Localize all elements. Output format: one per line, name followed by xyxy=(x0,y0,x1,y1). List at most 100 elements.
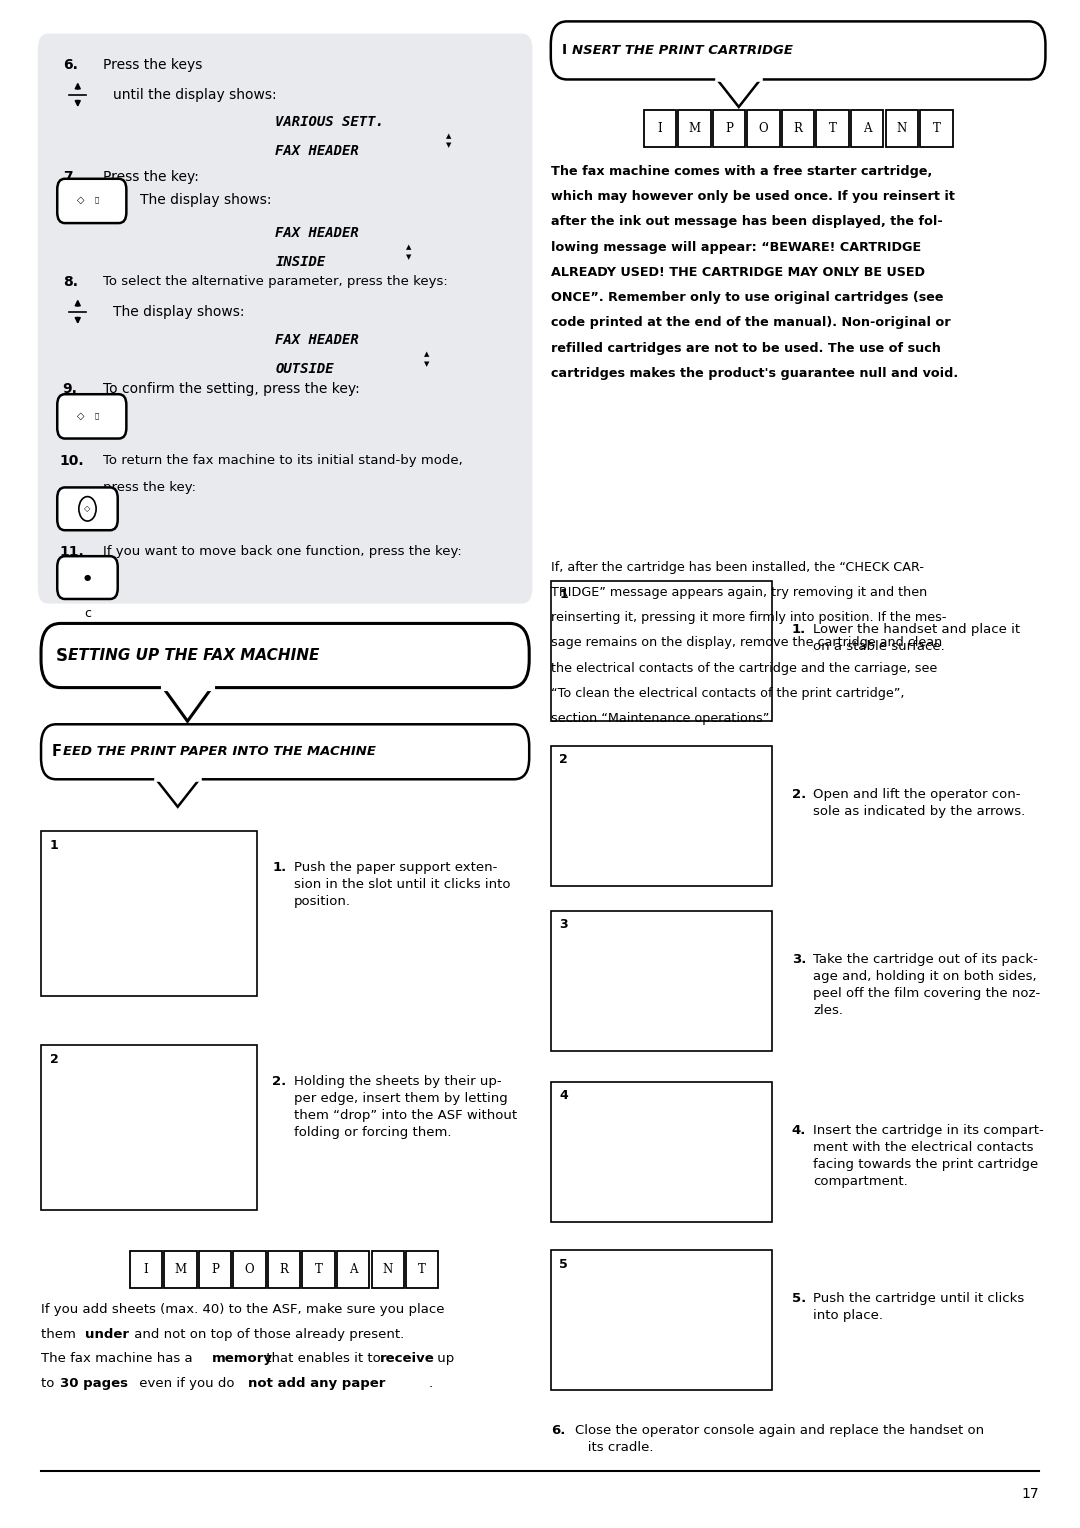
Text: cartridges makes the product's guarantee null and void.: cartridges makes the product's guarantee… xyxy=(551,367,958,380)
Text: N: N xyxy=(382,1264,393,1276)
Text: To return the fax machine to its initial stand-by mode,: To return the fax machine to its initial… xyxy=(103,454,462,468)
FancyBboxPatch shape xyxy=(41,831,257,996)
Text: 🖊: 🖊 xyxy=(95,413,99,419)
Text: FAX HEADER: FAX HEADER xyxy=(275,226,360,240)
Text: M: M xyxy=(688,122,701,134)
Text: ALREADY USED! THE CARTRIDGE MAY ONLY BE USED: ALREADY USED! THE CARTRIDGE MAY ONLY BE … xyxy=(551,266,924,280)
Text: 1: 1 xyxy=(559,588,568,602)
FancyBboxPatch shape xyxy=(851,110,883,147)
Text: 11.: 11. xyxy=(59,545,84,559)
Text: 9.: 9. xyxy=(63,382,78,396)
Text: INSIDE: INSIDE xyxy=(275,255,326,269)
Text: Press the keys: Press the keys xyxy=(103,58,202,72)
FancyBboxPatch shape xyxy=(747,110,780,147)
FancyBboxPatch shape xyxy=(678,110,711,147)
Text: Close the operator console again and replace the handset on
   its cradle.: Close the operator console again and rep… xyxy=(575,1424,984,1455)
Text: Insert the cartridge in its compart-
ment with the electrical contacts
facing to: Insert the cartridge in its compart- men… xyxy=(813,1125,1044,1187)
FancyBboxPatch shape xyxy=(644,110,676,147)
Text: The display shows:: The display shows: xyxy=(140,193,272,208)
Text: EED THE PRINT PAPER INTO THE MACHINE: EED THE PRINT PAPER INTO THE MACHINE xyxy=(63,746,376,758)
Text: I: I xyxy=(658,122,662,134)
Text: Take the cartridge out of its pack-
age and, holding it on both sides,
peel off : Take the cartridge out of its pack- age … xyxy=(813,953,1040,1016)
Text: Lower the handset and place it
on a stable surface.: Lower the handset and place it on a stab… xyxy=(813,623,1021,652)
Text: section “Maintenance operations”.: section “Maintenance operations”. xyxy=(551,712,773,726)
FancyBboxPatch shape xyxy=(551,1082,772,1222)
Text: ▼: ▼ xyxy=(446,142,450,148)
Text: 1: 1 xyxy=(50,839,58,853)
Text: ◇: ◇ xyxy=(78,411,84,420)
Text: press the key:: press the key: xyxy=(103,481,195,495)
Text: I: I xyxy=(562,43,567,58)
Text: T: T xyxy=(418,1264,427,1276)
Text: not add any paper: not add any paper xyxy=(248,1377,386,1390)
Text: S: S xyxy=(56,646,68,665)
Text: T: T xyxy=(314,1264,323,1276)
Text: after the ink out message has been displayed, the fol-: after the ink out message has been displ… xyxy=(551,215,943,229)
FancyBboxPatch shape xyxy=(41,724,529,779)
Polygon shape xyxy=(163,688,212,721)
Text: sage remains on the display, remove the cartridge and clean: sage remains on the display, remove the … xyxy=(551,636,942,649)
FancyBboxPatch shape xyxy=(233,1251,266,1288)
FancyBboxPatch shape xyxy=(57,487,118,530)
Text: ▲: ▲ xyxy=(446,133,450,139)
Text: 30 pages: 30 pages xyxy=(60,1377,129,1390)
Text: 2.: 2. xyxy=(792,788,806,801)
Text: OUTSIDE: OUTSIDE xyxy=(275,362,334,376)
Text: 8.: 8. xyxy=(63,275,78,289)
Text: “To clean the electrical contacts of the print cartridge”,: “To clean the electrical contacts of the… xyxy=(551,688,904,700)
Text: 6.: 6. xyxy=(551,1424,565,1438)
FancyBboxPatch shape xyxy=(57,394,126,439)
Text: 1.: 1. xyxy=(792,623,806,636)
Text: 10.: 10. xyxy=(59,454,84,468)
Text: ◇: ◇ xyxy=(78,196,84,205)
Text: 2.: 2. xyxy=(272,1074,286,1088)
FancyBboxPatch shape xyxy=(920,110,953,147)
Text: memory: memory xyxy=(212,1352,272,1366)
Text: the electrical contacts of the cartridge and the carriage, see: the electrical contacts of the cartridge… xyxy=(551,662,937,675)
Text: which may however only be used once. If you reinsert it: which may however only be used once. If … xyxy=(551,189,955,203)
FancyBboxPatch shape xyxy=(199,1251,231,1288)
Text: receive: receive xyxy=(380,1352,435,1366)
Text: Holding the sheets by their up-
per edge, insert them by letting
them “drop” int: Holding the sheets by their up- per edge… xyxy=(294,1074,517,1138)
Text: N: N xyxy=(896,122,907,134)
Text: that enables it to: that enables it to xyxy=(262,1352,386,1366)
FancyBboxPatch shape xyxy=(551,1250,772,1390)
FancyBboxPatch shape xyxy=(130,1251,162,1288)
Text: To select the alternative parameter, press the keys:: To select the alternative parameter, pre… xyxy=(103,275,447,289)
Text: ◇: ◇ xyxy=(84,504,91,513)
Text: code printed at the end of the manual). Non-original or: code printed at the end of the manual). … xyxy=(551,316,950,330)
Text: ▼: ▼ xyxy=(424,361,429,367)
Text: FAX HEADER: FAX HEADER xyxy=(275,144,360,157)
Text: The fax machine has a: The fax machine has a xyxy=(41,1352,197,1366)
Text: reinserting it, pressing it more firmly into position. If the mes-: reinserting it, pressing it more firmly … xyxy=(551,611,946,625)
Text: under: under xyxy=(85,1328,130,1342)
Text: FAX HEADER: FAX HEADER xyxy=(275,333,360,347)
FancyBboxPatch shape xyxy=(57,179,126,223)
FancyBboxPatch shape xyxy=(713,110,745,147)
FancyBboxPatch shape xyxy=(551,911,772,1051)
Text: Push the cartridge until it clicks
into place.: Push the cartridge until it clicks into … xyxy=(813,1293,1025,1322)
Text: Open and lift the operator con-
sole as indicated by the arrows.: Open and lift the operator con- sole as … xyxy=(813,788,1026,817)
Text: until the display shows:: until the display shows: xyxy=(113,87,278,102)
Text: O: O xyxy=(759,122,768,134)
Text: 5.: 5. xyxy=(792,1293,806,1305)
Text: 7.: 7. xyxy=(63,170,78,183)
Text: If you add sheets (max. 40) to the ASF, make sure you place: If you add sheets (max. 40) to the ASF, … xyxy=(41,1303,445,1317)
Text: 4.: 4. xyxy=(792,1125,806,1137)
Text: The display shows:: The display shows: xyxy=(113,304,245,319)
FancyBboxPatch shape xyxy=(551,746,772,886)
Text: even if you do: even if you do xyxy=(135,1377,239,1390)
Text: and not on top of those already present.: and not on top of those already present. xyxy=(130,1328,404,1342)
Text: to: to xyxy=(41,1377,58,1390)
Text: 2: 2 xyxy=(559,753,568,767)
Text: To confirm the setting, press the key:: To confirm the setting, press the key: xyxy=(103,382,360,396)
Text: 17: 17 xyxy=(1022,1487,1039,1500)
Text: Press the key:: Press the key: xyxy=(103,170,199,183)
FancyBboxPatch shape xyxy=(782,110,814,147)
FancyBboxPatch shape xyxy=(406,1251,438,1288)
Text: 2: 2 xyxy=(50,1053,58,1067)
Text: VARIOUS SETT.: VARIOUS SETT. xyxy=(275,115,384,128)
Text: NSERT THE PRINT CARTRIDGE: NSERT THE PRINT CARTRIDGE xyxy=(572,44,794,57)
Text: I: I xyxy=(144,1264,148,1276)
Text: F: F xyxy=(52,744,62,759)
